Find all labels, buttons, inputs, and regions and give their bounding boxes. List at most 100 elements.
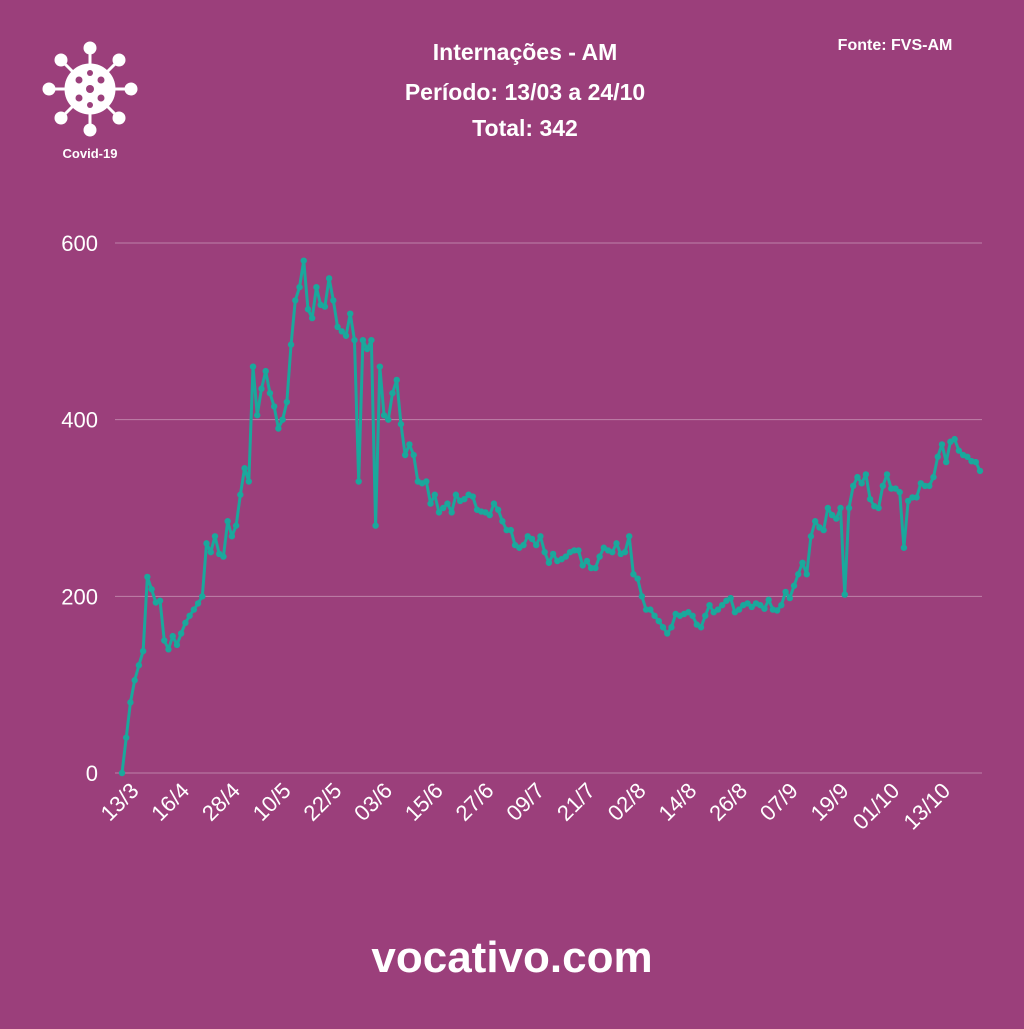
x-tick-label: 15/6 <box>400 778 448 826</box>
data-point <box>194 600 202 607</box>
footer: vocativo.com <box>371 933 652 982</box>
data-point <box>359 336 367 344</box>
data-point <box>562 553 569 560</box>
data-point <box>972 458 979 466</box>
data-point <box>461 495 468 503</box>
data-point <box>647 606 654 613</box>
data-point <box>144 573 151 581</box>
data-point <box>828 511 836 519</box>
data-point <box>165 646 172 653</box>
data-point <box>807 533 815 540</box>
data-point <box>782 588 789 596</box>
data-point <box>904 497 912 505</box>
data-point <box>406 441 413 448</box>
data-point <box>613 540 620 547</box>
data-point <box>448 509 455 516</box>
data-point <box>655 617 662 625</box>
data-point <box>507 526 515 534</box>
data-point <box>308 314 316 322</box>
data-point <box>431 491 438 498</box>
data-point <box>685 609 692 616</box>
data-point <box>376 363 384 370</box>
data-point <box>875 504 882 512</box>
source: Fonte: FVS-AM <box>838 37 953 54</box>
data-point <box>579 562 586 569</box>
data-point <box>486 511 493 519</box>
data-point <box>951 435 958 443</box>
data-point <box>148 586 155 593</box>
data-point <box>596 553 603 560</box>
data-point <box>241 465 248 472</box>
x-tick-label: 14/8 <box>653 778 701 826</box>
data-point <box>795 571 802 578</box>
data-point <box>668 624 675 631</box>
data-point <box>630 571 637 578</box>
y-tick-label: 600 <box>61 231 98 256</box>
data-point <box>528 535 536 543</box>
data-point <box>841 591 848 598</box>
data-point <box>127 699 134 706</box>
data-point <box>203 540 210 547</box>
data-point <box>118 769 126 777</box>
data-point <box>452 491 460 498</box>
data-point <box>735 606 743 613</box>
x-tick-label: 07/9 <box>755 778 803 826</box>
data-point <box>423 478 430 485</box>
data-point <box>330 297 337 304</box>
data-point <box>334 323 341 331</box>
data-point <box>258 385 265 392</box>
data-point <box>892 485 899 492</box>
data-point <box>845 504 853 512</box>
subtitle: Período: 13/03 a 24/10 <box>405 79 645 105</box>
data-point <box>638 593 646 600</box>
x-tick-label: 16/4 <box>146 778 194 826</box>
x-tick-label: 10/5 <box>248 778 296 826</box>
data-point <box>964 453 971 460</box>
data-point <box>427 500 434 507</box>
data-point <box>401 451 409 459</box>
data-point <box>778 601 785 609</box>
data-point <box>385 416 392 423</box>
data-point <box>926 482 933 490</box>
data-point <box>207 548 214 556</box>
data-point <box>338 328 345 335</box>
data-point <box>811 518 819 525</box>
data-point <box>224 518 231 525</box>
data-point <box>533 541 540 549</box>
data-point <box>237 491 244 498</box>
data-point <box>820 526 827 534</box>
data-point <box>347 310 354 317</box>
data-point <box>883 471 891 478</box>
data-point <box>718 601 726 609</box>
data-point <box>837 504 844 512</box>
data-point <box>410 451 417 459</box>
data-point <box>283 398 291 406</box>
data-point <box>173 641 181 649</box>
data-point <box>854 473 861 481</box>
total: Total: 342 <box>472 115 578 141</box>
data-point <box>494 506 502 513</box>
data-point <box>706 601 713 609</box>
data-point <box>520 541 527 549</box>
data-point <box>440 504 447 512</box>
data-point <box>296 283 303 291</box>
x-tick-label: 01/10 <box>848 778 905 835</box>
data-point <box>342 332 350 339</box>
data-point <box>287 341 295 348</box>
data-point <box>833 515 840 522</box>
data-point <box>549 550 557 558</box>
chart-title: Internações - AM <box>433 39 617 65</box>
data-point <box>697 624 705 631</box>
y-tick-label: 400 <box>61 408 98 433</box>
data-point <box>689 612 696 619</box>
data-point <box>156 597 164 604</box>
data-point <box>355 478 362 485</box>
data-point <box>270 403 278 410</box>
data-point <box>123 734 130 741</box>
data-point <box>211 533 219 540</box>
y-tick-label: 200 <box>61 584 98 609</box>
y-tick-label: 0 <box>86 761 98 786</box>
data-point <box>254 412 261 419</box>
data-point <box>545 559 553 566</box>
